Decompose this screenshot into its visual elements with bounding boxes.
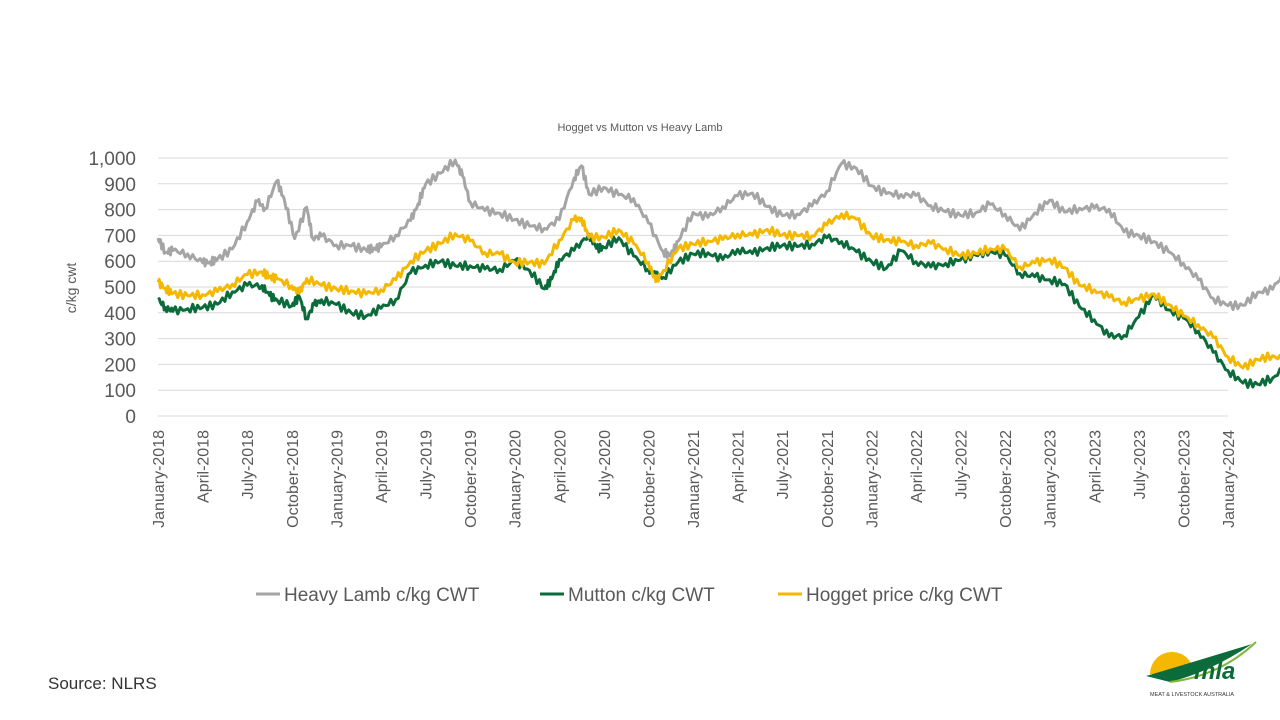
x-tick-label: October-2018 <box>285 430 302 528</box>
x-tick-label: April-2019 <box>374 430 391 503</box>
x-tick-label: July-2023 <box>1132 430 1149 499</box>
legend: Heavy Lamb c/kg CWT Mutton c/kg CWT Hogget… <box>256 585 1003 606</box>
mla-logo: mla MEAT & LIVESTOCK AUSTRALIA <box>1146 641 1257 698</box>
source-note: Source: NLRS <box>48 674 157 693</box>
x-tick-label: January-2024 <box>1221 430 1238 528</box>
x-tick-label: October-2019 <box>463 430 480 528</box>
y-tick-label: 100 <box>104 381 136 402</box>
y-tick-label: 500 <box>104 278 136 299</box>
grid-lines <box>158 157 1228 391</box>
x-tick-label: July-2020 <box>597 430 614 499</box>
y-tick-label: 600 <box>104 252 136 273</box>
x-tick-label: April-2022 <box>909 430 926 503</box>
y-axis-label: c/kg cwt <box>63 263 79 314</box>
x-tick-label: October-2020 <box>641 430 658 528</box>
x-tick-label: July-2019 <box>419 430 436 499</box>
x-tick-label: January-2019 <box>329 430 346 528</box>
y-axis: 0 100 200 300 400 500 600 700 800 900 1,000 <box>88 149 136 428</box>
legend-label: Heavy Lamb c/kg CWT <box>284 585 480 606</box>
chart-title: Hogget vs Mutton vs Heavy Lamb <box>557 122 722 134</box>
x-axis: January-2018 April-2018 July-2018 October-2… <box>151 430 1238 528</box>
x-tick-label: July-2021 <box>775 430 792 499</box>
x-tick-label: October-2022 <box>998 430 1015 528</box>
x-tick-label: July-2018 <box>240 430 257 499</box>
x-tick-label: January-2021 <box>686 430 703 528</box>
x-tick-label: January-2022 <box>864 430 881 528</box>
x-tick-label: April-2023 <box>1087 430 1104 503</box>
y-tick-label: 300 <box>104 330 136 351</box>
x-tick-label: January-2023 <box>1043 430 1060 528</box>
logo-tagline: MEAT & LIVESTOCK AUSTRALIA <box>1150 692 1234 698</box>
y-tick-label: 900 <box>104 175 136 196</box>
x-tick-label: April-2018 <box>196 430 213 503</box>
legend-label: Mutton c/kg CWT <box>568 585 715 606</box>
x-tick-label: April-2020 <box>552 430 569 503</box>
y-tick-label: 700 <box>104 226 136 247</box>
x-tick-label: October-2021 <box>820 430 837 528</box>
logo-swoosh-icon <box>1169 641 1257 683</box>
series-line <box>156 210 1280 371</box>
series-line <box>157 232 1280 389</box>
y-tick-label: 1,000 <box>88 149 136 170</box>
x-tick-label: January-2020 <box>508 430 525 528</box>
y-tick-label: 800 <box>104 201 136 222</box>
y-tick-label: 200 <box>104 355 136 376</box>
series-lines <box>156 158 1280 389</box>
x-tick-label: July-2022 <box>954 430 971 499</box>
series-line <box>156 158 1280 311</box>
legend-label: Hogget price c/kg CWT <box>806 585 1003 606</box>
logo-leaf-icon <box>1146 644 1252 682</box>
x-tick-label: April-2021 <box>731 430 748 503</box>
x-tick-label: January-2018 <box>151 430 168 528</box>
x-tick-label: October-2023 <box>1176 430 1193 528</box>
logo-wordmark: mla <box>1194 658 1235 685</box>
y-tick-label: 400 <box>104 304 136 325</box>
y-tick-label: 0 <box>125 407 136 428</box>
